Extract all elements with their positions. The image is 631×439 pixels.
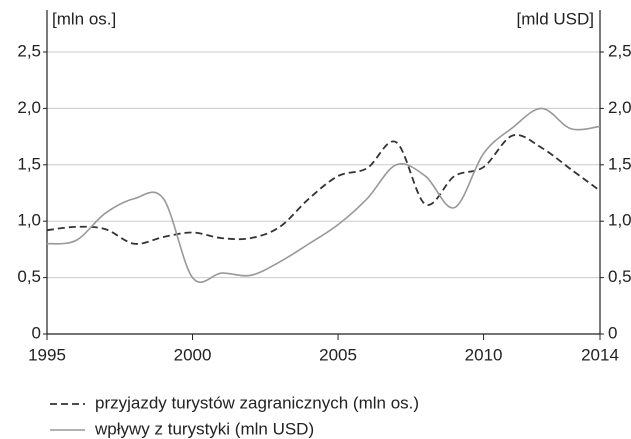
x-tick-label: 2014 bbox=[581, 345, 619, 364]
x-tick-label: 1995 bbox=[28, 345, 66, 364]
y2-tick-label: 0,5 bbox=[608, 267, 631, 286]
y-tick-label: 2,5 bbox=[17, 41, 41, 60]
series-line bbox=[46, 133, 601, 245]
y-unit: [mln os.] bbox=[52, 9, 116, 28]
y-tick-label: 1,5 bbox=[17, 154, 41, 173]
y2-tick-label: 2,5 bbox=[608, 41, 631, 60]
y2-tick-label: 1,5 bbox=[608, 154, 631, 173]
y2-tick-label: 0 bbox=[608, 323, 617, 342]
y-tick-label: 0 bbox=[32, 323, 41, 342]
x-tick-label: 2005 bbox=[319, 345, 357, 364]
x-tick-label: 2010 bbox=[465, 345, 503, 364]
y-tick-label: 0,5 bbox=[17, 267, 41, 286]
y2-unit: [mld USD] bbox=[517, 9, 594, 28]
legend-label: przyjazdy turystów zagranicznych (mln os… bbox=[95, 393, 419, 412]
series-line bbox=[46, 107, 601, 283]
x-tick-label: 2000 bbox=[174, 345, 212, 364]
y2-tick-label: 1,0 bbox=[608, 211, 631, 230]
y-tick-label: 2,0 bbox=[17, 98, 41, 117]
y-tick-label: 1,0 bbox=[17, 211, 41, 230]
y2-tick-label: 2,0 bbox=[608, 98, 631, 117]
legend-label: wpływy z turystyki (mln USD) bbox=[94, 419, 314, 438]
